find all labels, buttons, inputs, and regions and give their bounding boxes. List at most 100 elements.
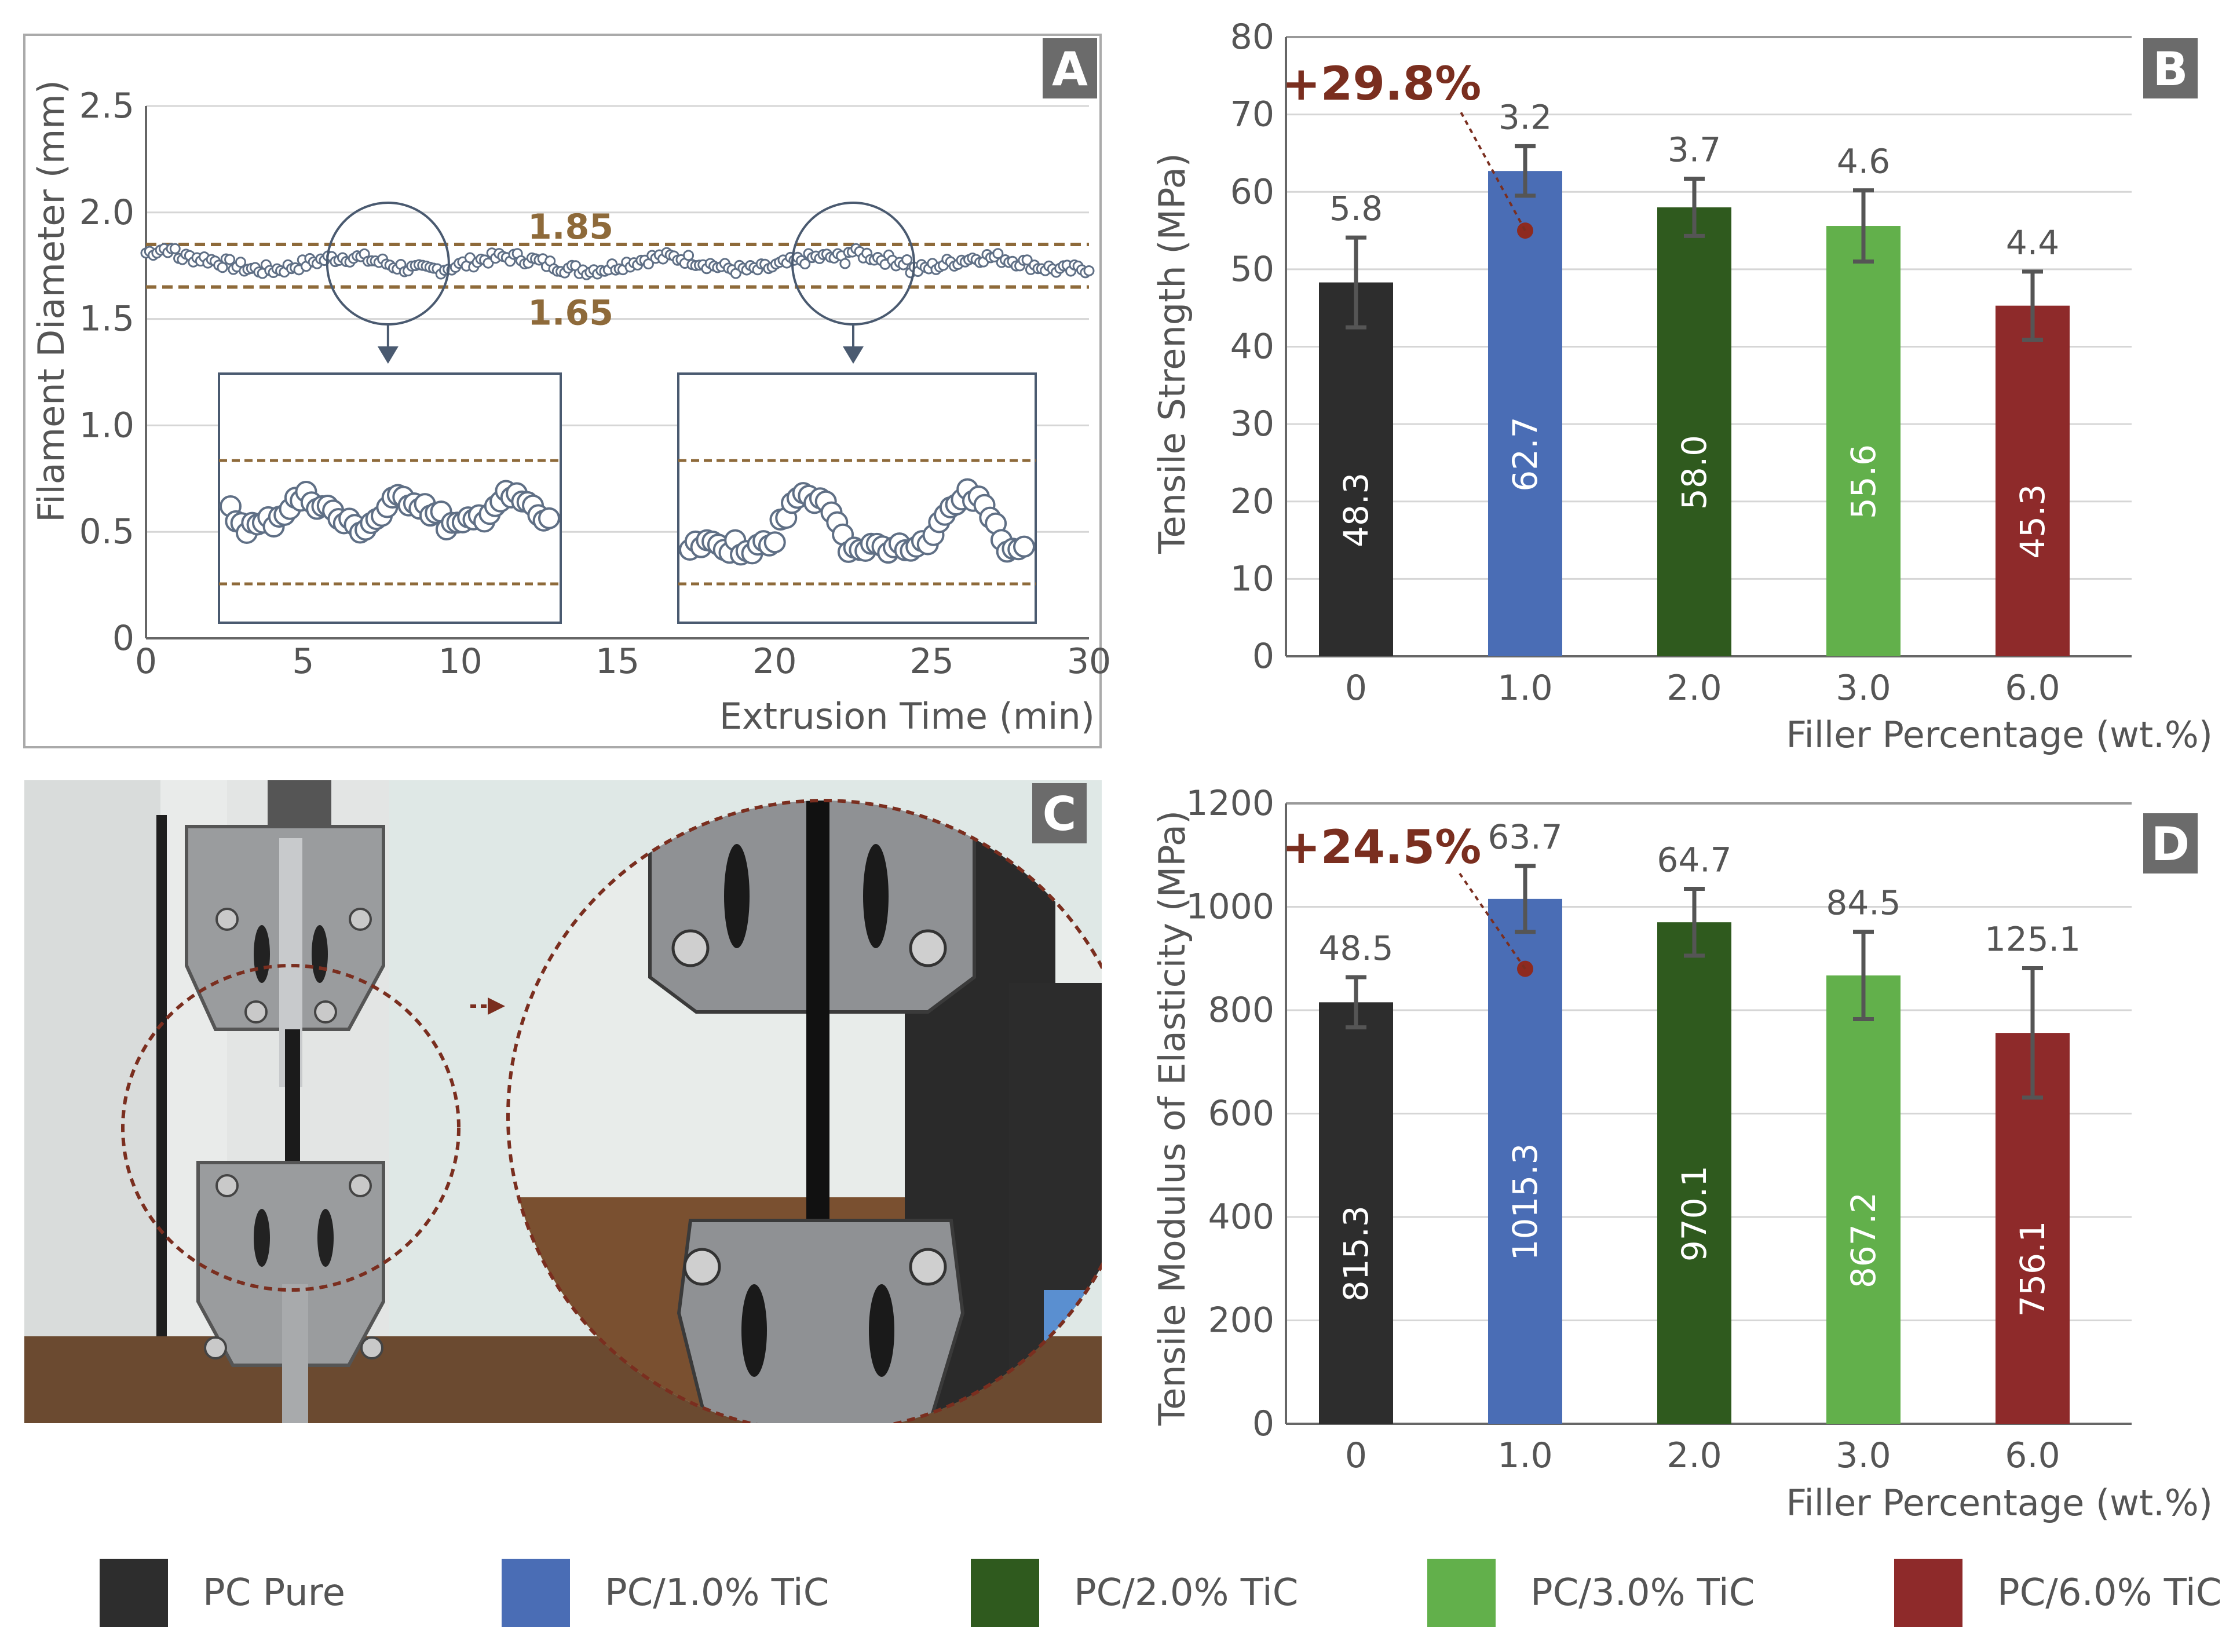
error-label: 64.7 [1657, 840, 1731, 879]
legend-item-pc-3: PC/3.0% TiC [1427, 1555, 1755, 1631]
y-tick-label: 80 [1230, 17, 1274, 57]
y-tick-label: 10 [1230, 558, 1274, 599]
y-tick-label: 200 [1208, 1300, 1274, 1341]
y-tick-label: 1000 [1186, 887, 1274, 927]
bar-value-label: 815.3 [1336, 1205, 1376, 1302]
x-tick-label: 20 [752, 641, 796, 682]
panel-b-xlabel: Filler Percentage (wt.%) [1786, 714, 2213, 756]
error-label: 5.8 [1329, 189, 1383, 228]
legend-swatch [502, 1559, 570, 1627]
zoom-source-circle [121, 964, 461, 1292]
bar-value-label: 48.3 [1336, 473, 1376, 547]
bar-value-label: 58.0 [1675, 435, 1714, 510]
y-tick-label: 2.5 [79, 86, 134, 126]
x-tick-label: 2.0 [1666, 668, 1722, 708]
bar [1826, 975, 1901, 1424]
bar [1319, 282, 1393, 656]
y-tick-label: 2.0 [79, 192, 134, 233]
bar [1488, 171, 1562, 656]
bar [1657, 922, 1731, 1424]
y-tick-label: 50 [1230, 249, 1274, 290]
data-point [799, 258, 811, 270]
error-label: 3.2 [1499, 97, 1552, 137]
y-tick-label: 60 [1230, 171, 1274, 212]
x-tick-label: 30 [1067, 641, 1111, 682]
error-label: 4.4 [2006, 223, 2059, 262]
y-tick-label: 800 [1208, 990, 1274, 1030]
panel-b-chart: 0 10 20 30 40 50 60 70 80 5.8 48.3 0 3.2 62.7 1.0 3.7 5… [1151, 17, 2213, 756]
x-tick-label: 1.0 [1497, 1435, 1552, 1476]
data-point [901, 254, 913, 265]
x-tick-label: 0 [1345, 1435, 1367, 1476]
panel-a-letter: A [1052, 42, 1088, 96]
error-label: 4.6 [1837, 142, 1890, 181]
y-tick-label: 70 [1230, 94, 1274, 135]
panel-c-photo: C [24, 780, 1102, 1423]
data-point [235, 257, 246, 268]
x-tick-label: 10 [438, 641, 482, 682]
y-tick-label: 400 [1208, 1197, 1274, 1237]
legend-label: PC Pure [203, 1571, 345, 1614]
panel-b-ylabel: Tensile Strength (MPa) [1151, 153, 1193, 554]
bar-value-label: 55.6 [1844, 444, 1883, 519]
annotation-leader [1459, 109, 1526, 232]
bar [1488, 898, 1562, 1424]
legend-label: PC/2.0% TiC [1074, 1571, 1299, 1614]
x-tick-label: 3.0 [1836, 1435, 1891, 1476]
y-tick-label: 0 [1252, 636, 1274, 677]
legend-swatch [1894, 1559, 1962, 1627]
panel-a-frame [23, 34, 1102, 748]
limit-line-label: 1.85 [528, 207, 613, 247]
legend-item-pc-pure: PC Pure [100, 1555, 345, 1631]
legend: PC Pure PC/1.0% TiC PC/2.0% TiC PC/3.0% … [0, 1538, 2233, 1648]
legend-item-pc-1: PC/1.0% TiC [502, 1555, 829, 1631]
y-tick-label: 40 [1230, 327, 1274, 367]
x-tick-label: 0 [1345, 668, 1367, 708]
inset-data-point [1013, 535, 1035, 558]
x-tick-label: 3.0 [1836, 668, 1891, 708]
bar [1996, 305, 2070, 656]
panel-a-ylabel: Filament Diameter (mm) [30, 80, 72, 522]
legend-swatch [1427, 1559, 1496, 1627]
bar-value-label: 867.2 [1844, 1192, 1883, 1288]
panel-d-letter: D [2151, 817, 2190, 871]
legend-label: PC/3.0% TiC [1530, 1571, 1755, 1614]
x-tick-label: 5 [292, 641, 314, 682]
y-tick-label: 1.0 [79, 405, 134, 445]
x-tick-label: 0 [135, 641, 157, 682]
data-point [224, 254, 236, 265]
panel-b-letter-box [2143, 38, 2198, 98]
bar [1826, 226, 1901, 656]
data-point [992, 248, 1004, 260]
data-point [1083, 265, 1095, 276]
panel-a-chart: 1.85 1.65 0 0.5 1.0 1.5 2.0 2.5 0 5 10 15 20 25 30 Ex… [23, 34, 1111, 748]
machine-rail [156, 815, 167, 1423]
y-tick-label: 30 [1230, 404, 1274, 444]
bar-value-label: 756.1 [2013, 1221, 2052, 1317]
x-tick-label: 25 [909, 641, 953, 682]
y-tick-label: 1200 [1186, 783, 1274, 824]
zoom-circle [508, 801, 1102, 1423]
annotation-text: +29.8% [1282, 57, 1482, 111]
y-tick-label: 0 [112, 618, 134, 659]
y-tick-label: 0.5 [79, 511, 134, 552]
annotation-text: +24.5% [1282, 820, 1482, 874]
panel-a: 1.85 1.65 0 0.5 1.0 1.5 2.0 2.5 0 5 10 15 20 25 30 Ex… [0, 0, 1112, 765]
bar-value-label: 62.7 [1505, 417, 1545, 492]
legend-label: PC/1.0% TiC [605, 1571, 829, 1614]
annotation-leader [1459, 872, 1526, 970]
inset-data-point [538, 507, 560, 529]
panel-c-letter: C [1043, 787, 1077, 841]
y-tick-label: 1.5 [79, 299, 134, 339]
error-label: 125.1 [1985, 920, 2081, 959]
panel-d-xlabel: Filler Percentage (wt.%) [1786, 1482, 2213, 1524]
legend-item-pc-6: PC/6.0% TiC [1894, 1555, 2221, 1631]
tensile-test-photo: C [24, 780, 1102, 1423]
legend-swatch [971, 1559, 1039, 1627]
panel-b-letter: B [2153, 42, 2188, 96]
data-point [683, 250, 695, 261]
error-label: 3.7 [1668, 130, 1721, 170]
zoom-arrowhead [377, 346, 399, 364]
lower-grip [196, 1161, 385, 1367]
panel-d-ylabel: Tensile Modulus of Elasticity (MPa) [1151, 810, 1193, 1426]
